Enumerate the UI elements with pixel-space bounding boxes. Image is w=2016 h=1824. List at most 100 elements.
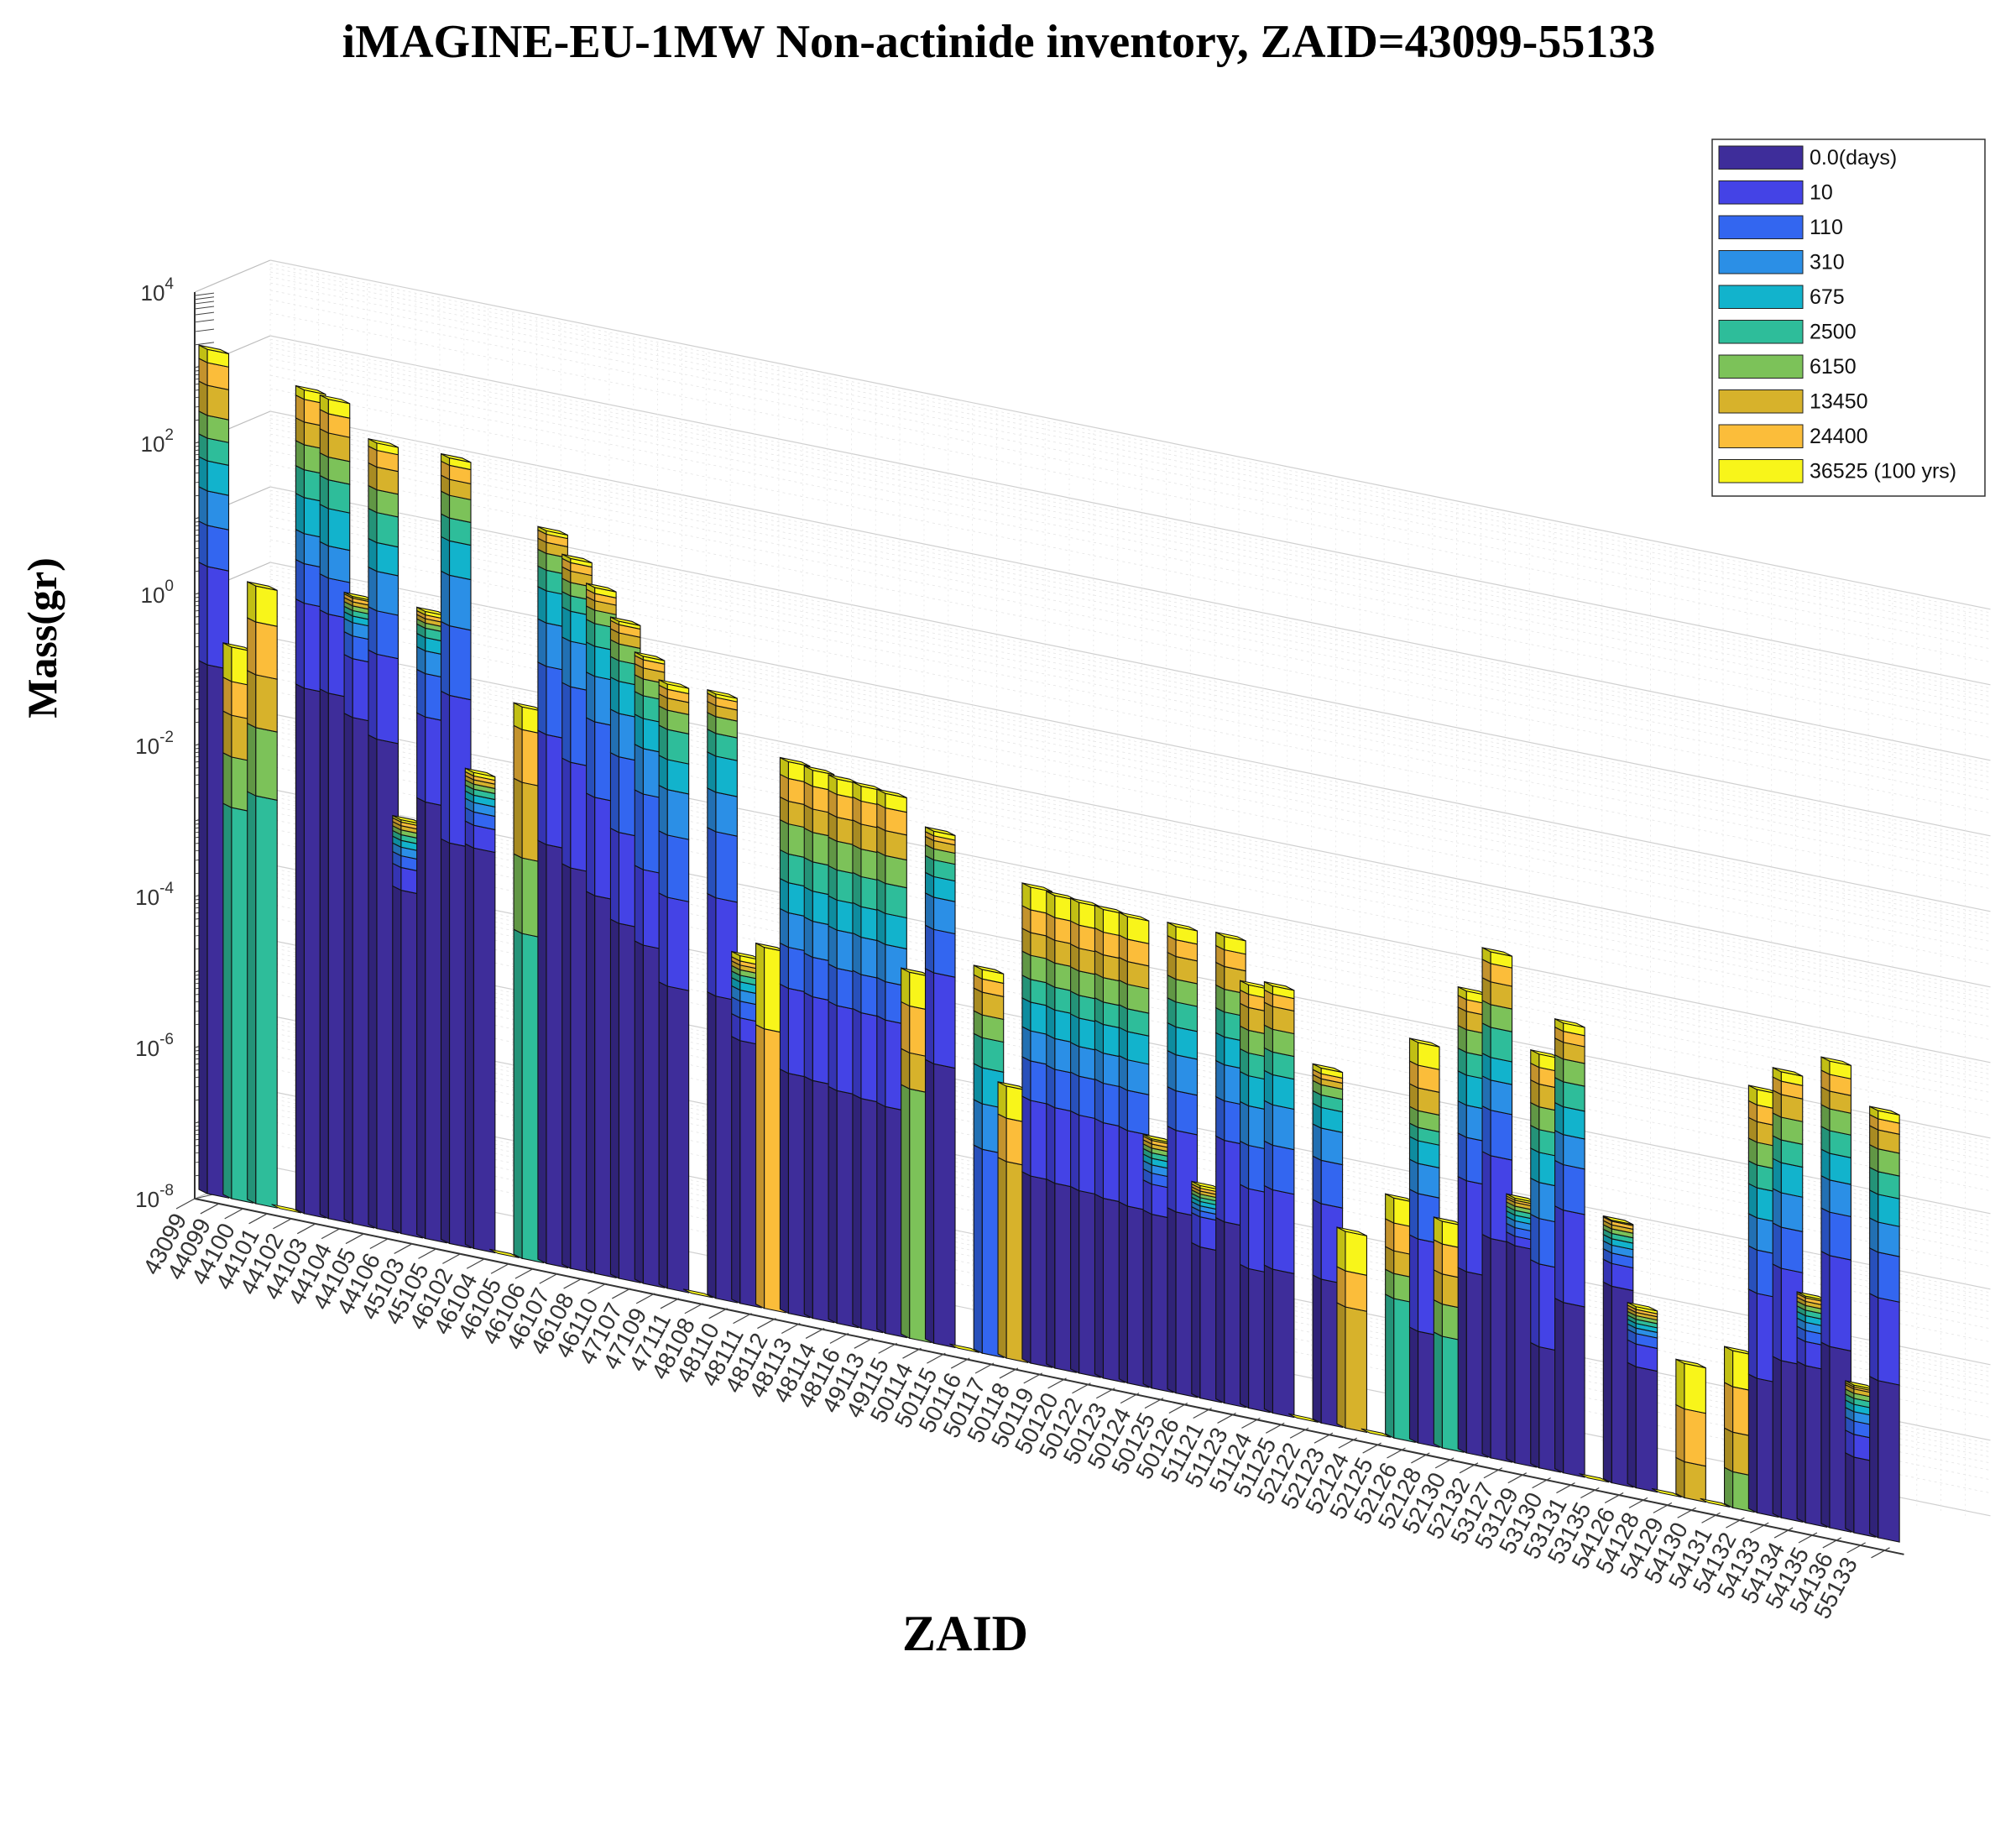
legend-swatch [1718,459,1804,483]
grid-line [194,259,271,293]
x-tick [248,1213,268,1225]
bar-side-46108-s1 [586,792,596,896]
bar-side-44100-s6 [247,722,257,797]
bar-side-46105-s5 [513,928,523,1260]
bar-side-54131-s7 [1724,1427,1734,1473]
bar-top-52130 [1457,986,1488,996]
bar-side-50119-s4 [1046,1005,1056,1040]
bar-side-46108-s4 [586,641,596,677]
bar-side-51123-s2 [1240,1140,1250,1190]
bar-47109 [658,678,690,1294]
bar-segment-47109-s2 [666,834,690,902]
bar-side-53127-s0 [1506,1241,1516,1464]
y-tick-label: 102 [141,426,175,457]
bar-side-54133-s3 [1772,1188,1782,1228]
bar-side-44100-s5 [247,791,257,1205]
bar-side-44100-s9 [247,581,257,623]
bar-top-43099 [198,344,229,354]
bar-top-54134 [1796,1291,1827,1301]
x-tick [1387,1447,1406,1459]
bar-side-48114-s7 [828,812,838,843]
bar-side-47107-s3 [634,743,644,795]
bar-side-45105-s0 [440,838,451,1245]
x-axis-tick-labels: 4309944099441004410144102441034410444105… [138,1209,1862,1623]
bar-side-48116-s4 [852,902,862,938]
bar-side-48113-s6 [803,827,813,863]
x-tick [345,1233,365,1245]
bar-top-50114 [925,826,956,836]
bar-side-48116-s8 [852,796,862,825]
x-tick [369,1237,389,1250]
bar-empty-53131 [1579,1473,1610,1483]
bar-segment-48108-s2 [715,831,738,903]
bar-side-48112-s5 [779,849,789,884]
x-tick [612,1288,631,1299]
x-tick [296,1223,316,1235]
bar-side-54131-s9 [1724,1346,1734,1388]
bar-segment-51124-s1 [1272,1189,1295,1275]
y-minor-tick [194,301,215,305]
bar-side-44102-s5 [295,464,305,499]
bar-side-54129-s8 [1675,1403,1685,1463]
grid-minor-line [269,503,1991,854]
bar-side-52132-s0 [1481,1233,1491,1459]
y-minor-tick [194,292,215,296]
bar-top-44105 [368,438,399,448]
bar-side-50123-s3 [1118,1054,1128,1091]
bar-side-53130-s0 [1554,1297,1564,1474]
bar-top-46110 [610,616,641,626]
bar-segment-50123-s6 [1126,983,1150,1014]
grid-minor-line [269,592,1991,943]
y-tick-base: 10 [141,280,165,306]
bar-side-52126-s3 [1408,1158,1419,1194]
bar-side-50120-s4 [1070,1013,1080,1048]
x-tick [1023,1372,1043,1384]
bar-55133 [1869,1105,1900,1543]
x-tick [1144,1398,1164,1409]
y-tick-base: 10 [135,885,159,910]
bar-top-54131 [1724,1346,1755,1356]
x-tick [1773,1527,1794,1539]
bar-side-50125-s3 [1167,1049,1177,1092]
bar-side-45103-s2 [416,668,426,719]
y-minor-tick [194,296,215,301]
grid-minor-line [269,388,1991,739]
legend-entry: 24400 [1810,425,1868,448]
bar-side-48114-s1 [828,1001,838,1092]
bar-side-50119-s1 [1046,1102,1056,1184]
grid-minor-line [269,640,1991,991]
bar-segment-51124-s4 [1272,1074,1295,1111]
bar-side-50123-s1 [1118,1126,1128,1207]
bar-52123 [1336,1226,1367,1434]
bar-side-44105-s3 [368,566,378,612]
x-tick [1265,1422,1285,1434]
bar-side-48108-s1 [707,892,717,997]
y-minor-tick [194,342,215,346]
bar-46102 [464,767,496,1254]
x-tick [684,1303,704,1314]
bar-side-50123-s6 [1118,979,1128,1010]
bar-segment-45105-s4 [448,540,472,581]
x-tick [1314,1432,1334,1444]
bar-side-43099-s0 [198,660,208,1194]
bar-segment-44103-s4 [327,508,351,551]
bar-segment-48108-s4 [715,755,738,797]
bar-top-50116 [973,964,1004,975]
bar-side-49113-s0 [876,1101,886,1335]
x-tick [1628,1497,1648,1508]
bar-side-53129-s1 [1530,1258,1540,1348]
legend-entry: 2500 [1810,321,1857,344]
bar-side-47107-s1 [634,865,644,946]
grid-minor-line [269,601,1991,952]
bar-side-52126-s0 [1408,1326,1419,1444]
bar-empty-46104 [488,1248,520,1259]
grid-minor-line [269,374,1991,725]
bar-side-52130-s3 [1457,1100,1467,1138]
bar-side-46106-s0 [537,839,547,1265]
bar-side-48113-s0 [803,1075,813,1320]
x-tick [394,1242,413,1254]
bar-side-44102-s4 [295,492,305,535]
grid-minor-line [269,565,1991,916]
bar-segment-50125-s3 [1175,1053,1199,1096]
x-tick [1217,1412,1236,1424]
